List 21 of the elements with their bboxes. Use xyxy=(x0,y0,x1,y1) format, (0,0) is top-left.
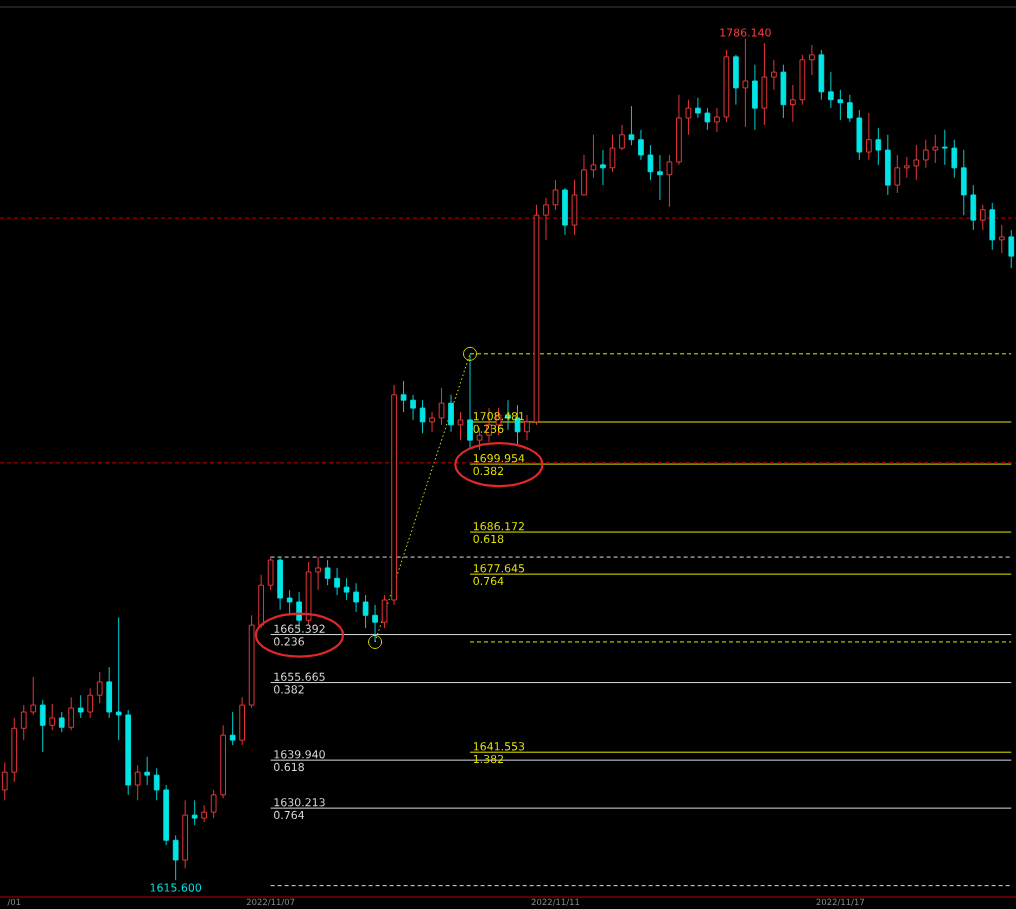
annotation: 1641.553 xyxy=(473,742,525,751)
series-label: 0.764 xyxy=(473,576,504,586)
x-tick-label: 2022/11/17 xyxy=(816,898,865,906)
annotation: 1615.600 xyxy=(150,883,202,892)
annotation: 1630.213 xyxy=(274,798,325,807)
x-tick-label: /01 xyxy=(7,898,21,906)
series-label: 0.382 xyxy=(274,685,304,694)
series-label: 0.236 xyxy=(274,637,304,646)
annotation: 1665.392 xyxy=(274,624,325,633)
series-label: 0.764 xyxy=(274,810,305,820)
series-label: 0.618 xyxy=(274,762,304,772)
annotation: 1655.665 xyxy=(274,672,325,681)
annotation: 1686.172 xyxy=(473,522,524,531)
x-tick-label: 2022/11/11 xyxy=(531,898,580,906)
x-tick-label: 2022/11/07 xyxy=(246,898,295,906)
annotation: 1786.140 xyxy=(720,28,771,37)
annotation: 1677.645 xyxy=(473,564,525,573)
annotation: 1639.940 xyxy=(274,750,325,759)
annotation: 1699.954 xyxy=(473,454,525,463)
series-label: 0.618 xyxy=(473,534,504,544)
series-label: 0.382 xyxy=(473,466,503,476)
